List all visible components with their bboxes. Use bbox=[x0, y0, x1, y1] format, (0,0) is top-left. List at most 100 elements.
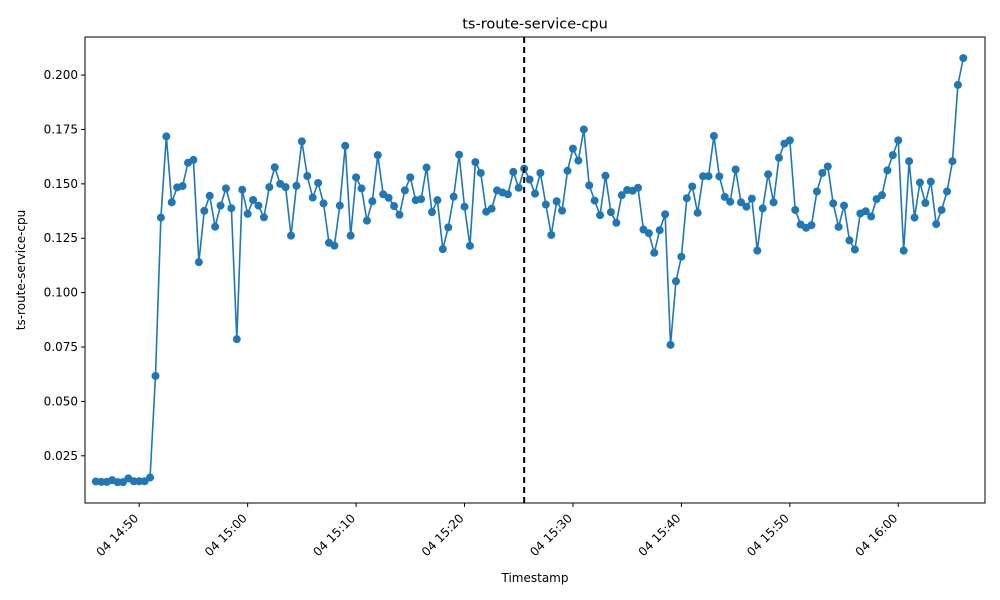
data-point bbox=[693, 208, 702, 217]
data-point bbox=[883, 166, 892, 175]
data-point bbox=[552, 197, 561, 206]
data-point bbox=[151, 371, 160, 380]
data-point bbox=[373, 151, 382, 160]
data-point bbox=[292, 181, 301, 190]
data-point bbox=[840, 201, 849, 210]
data-point bbox=[888, 151, 897, 160]
data-point bbox=[726, 197, 735, 206]
data-point bbox=[905, 157, 914, 166]
data-point bbox=[720, 192, 729, 201]
data-point bbox=[731, 165, 740, 174]
data-point bbox=[238, 185, 247, 194]
data-point bbox=[460, 202, 469, 211]
data-point bbox=[281, 183, 290, 192]
data-point bbox=[259, 213, 268, 222]
data-point bbox=[769, 198, 778, 207]
data-point bbox=[558, 206, 567, 215]
data-point bbox=[818, 168, 827, 177]
data-point bbox=[221, 184, 230, 193]
data-point bbox=[395, 210, 404, 219]
data-point bbox=[937, 205, 946, 214]
data-point bbox=[444, 223, 453, 232]
data-point bbox=[156, 213, 165, 222]
data-point bbox=[547, 230, 556, 239]
data-point bbox=[959, 54, 968, 63]
data-point bbox=[536, 168, 545, 177]
data-point bbox=[650, 248, 659, 257]
plot-frame bbox=[84, 36, 986, 504]
y-tick-label: 0.200 bbox=[44, 68, 78, 82]
data-point bbox=[438, 245, 447, 254]
data-point bbox=[330, 241, 339, 250]
y-tick-label: 0.125 bbox=[44, 231, 78, 245]
data-point bbox=[661, 210, 670, 219]
y-tick-label: 0.100 bbox=[44, 286, 78, 300]
data-point bbox=[471, 158, 480, 167]
data-point bbox=[335, 201, 344, 210]
data-point bbox=[834, 222, 843, 231]
data-point bbox=[899, 246, 908, 255]
data-point bbox=[308, 193, 317, 202]
data-point bbox=[400, 186, 409, 195]
plot-area bbox=[91, 37, 968, 503]
data-point bbox=[921, 198, 930, 207]
data-point bbox=[368, 197, 377, 206]
data-point bbox=[167, 198, 176, 207]
data-point bbox=[178, 182, 187, 191]
data-point bbox=[948, 157, 957, 166]
data-point bbox=[926, 177, 935, 186]
data-point bbox=[205, 191, 214, 200]
data-point bbox=[709, 131, 718, 140]
x-axis-label: Timestamp bbox=[501, 571, 569, 585]
data-point bbox=[666, 340, 675, 349]
data-point bbox=[785, 136, 794, 145]
data-point bbox=[774, 153, 783, 162]
data-point bbox=[254, 201, 263, 210]
data-point bbox=[823, 162, 832, 171]
data-point bbox=[216, 201, 225, 210]
data-point bbox=[579, 125, 588, 134]
data-point bbox=[845, 236, 854, 245]
data-point bbox=[910, 213, 919, 222]
data-point bbox=[341, 141, 350, 150]
y-tick-label: 0.050 bbox=[44, 394, 78, 408]
data-point bbox=[677, 252, 686, 261]
data-point bbox=[449, 192, 458, 201]
data-point bbox=[747, 194, 756, 203]
data-point bbox=[791, 205, 800, 214]
data-point bbox=[617, 191, 626, 200]
data-point bbox=[612, 218, 621, 227]
data-point bbox=[850, 245, 859, 254]
data-point bbox=[704, 172, 713, 181]
data-point bbox=[319, 199, 328, 208]
data-point bbox=[753, 246, 762, 255]
data-point bbox=[644, 229, 653, 238]
data-point bbox=[465, 241, 474, 250]
data-point bbox=[563, 166, 572, 175]
data-point bbox=[433, 196, 442, 205]
data-point bbox=[232, 335, 241, 344]
data-point bbox=[634, 183, 643, 192]
data-point bbox=[287, 231, 296, 240]
data-point bbox=[601, 171, 610, 180]
data-point bbox=[390, 202, 399, 211]
data-point bbox=[200, 206, 209, 215]
data-point bbox=[509, 167, 518, 176]
data-point bbox=[352, 173, 361, 182]
data-point bbox=[671, 277, 680, 286]
y-tick-label: 0.075 bbox=[44, 340, 78, 354]
data-point bbox=[346, 231, 355, 240]
data-point bbox=[194, 258, 203, 267]
data-point bbox=[715, 172, 724, 181]
data-point bbox=[406, 173, 415, 182]
data-point bbox=[585, 181, 594, 190]
data-point bbox=[455, 150, 464, 159]
data-point bbox=[737, 198, 746, 207]
data-point bbox=[303, 172, 312, 181]
data-point bbox=[525, 175, 534, 184]
data-point bbox=[384, 193, 393, 202]
data-point bbox=[655, 226, 664, 235]
data-point bbox=[764, 170, 773, 179]
data-point bbox=[362, 216, 371, 225]
